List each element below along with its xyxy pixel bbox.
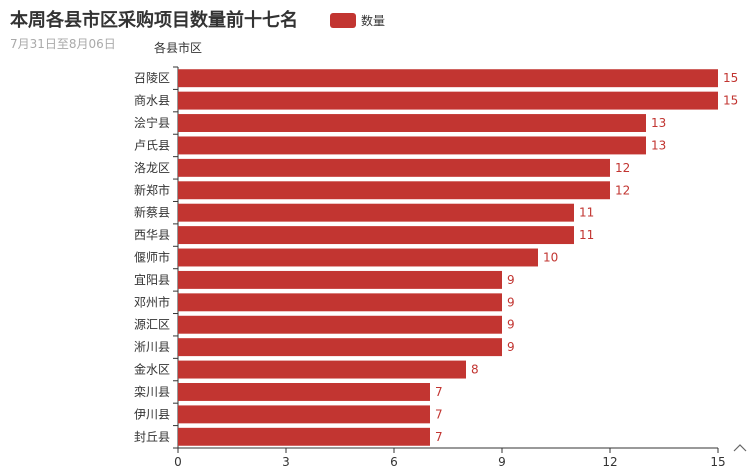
data-label: 12 bbox=[615, 183, 630, 197]
bar[interactable] bbox=[178, 136, 646, 155]
y-tick-label: 淅川县 bbox=[134, 339, 170, 354]
data-label: 7 bbox=[435, 430, 443, 444]
bar[interactable] bbox=[178, 158, 610, 177]
y-tick-label: 召陵区 bbox=[134, 71, 170, 85]
legend-swatch[interactable] bbox=[330, 13, 356, 28]
bar[interactable] bbox=[178, 181, 610, 200]
x-tick-label: 12 bbox=[602, 455, 617, 469]
data-label: 11 bbox=[579, 206, 594, 220]
chart-subtitle: 7月31日至8月06日 bbox=[10, 37, 116, 51]
data-label: 9 bbox=[507, 340, 515, 354]
y-tick-label: 西华县 bbox=[134, 228, 170, 242]
bar[interactable] bbox=[178, 114, 646, 132]
y-tick-label: 卢氏县 bbox=[134, 137, 170, 152]
data-label: 13 bbox=[651, 116, 666, 130]
y-tick-label: 偃师市 bbox=[134, 250, 170, 265]
bar[interactable] bbox=[178, 315, 502, 334]
bar[interactable] bbox=[178, 248, 538, 267]
bar[interactable] bbox=[178, 270, 502, 289]
data-label: 9 bbox=[507, 318, 515, 332]
chart-title: 本周各县市区采购项目数量前十七名 bbox=[10, 9, 298, 31]
y-tick-label: 新蔡县 bbox=[134, 205, 170, 220]
y-tick-label: 浍宁县 bbox=[134, 115, 170, 130]
legend-label[interactable]: 数量 bbox=[361, 13, 385, 28]
bar[interactable] bbox=[178, 405, 430, 424]
scroll-up-control[interactable] bbox=[733, 444, 747, 452]
y-tick-label: 封丘县 bbox=[134, 430, 170, 444]
y-tick-label: 洛龙区 bbox=[134, 160, 170, 175]
data-label: 9 bbox=[507, 295, 515, 309]
y-tick-label: 金水区 bbox=[134, 362, 170, 377]
bar[interactable] bbox=[178, 360, 466, 379]
bar[interactable] bbox=[178, 338, 502, 357]
data-label: 11 bbox=[579, 228, 594, 242]
data-label: 8 bbox=[471, 363, 479, 377]
bar[interactable] bbox=[178, 203, 574, 222]
data-label: 7 bbox=[435, 385, 443, 399]
bar[interactable] bbox=[178, 91, 718, 110]
data-label: 13 bbox=[651, 138, 666, 152]
y-tick-label: 宜阳县 bbox=[134, 272, 170, 287]
chevron-up-icon[interactable] bbox=[733, 444, 747, 452]
data-label: 15 bbox=[723, 94, 738, 108]
y-tick-label: 栾川县 bbox=[134, 384, 170, 399]
y-tick-label: 伊川县 bbox=[134, 407, 170, 421]
y-tick-label: 邓州市 bbox=[134, 294, 170, 309]
bar[interactable] bbox=[178, 383, 430, 401]
bar[interactable] bbox=[178, 69, 718, 88]
x-tick-label: 6 bbox=[390, 455, 398, 469]
bar[interactable] bbox=[178, 226, 574, 245]
x-tick-label: 0 bbox=[174, 455, 182, 469]
x-tick-label: 9 bbox=[498, 455, 506, 469]
data-label: 7 bbox=[435, 407, 443, 421]
bar[interactable] bbox=[178, 293, 502, 312]
y-axis-name: 各县市区 bbox=[154, 40, 202, 55]
data-label: 12 bbox=[615, 161, 630, 175]
x-tick-label: 15 bbox=[710, 455, 725, 469]
y-tick-label: 源汇区 bbox=[134, 318, 170, 332]
y-tick-label: 新郑市 bbox=[134, 182, 170, 197]
data-label: 10 bbox=[543, 251, 558, 265]
plot-area: 召陵区 15 商水县 15 浍宁县 13 卢氏县 13 洛龙区 12 新郑市 12 新蔡县 11 西华县 11… bbox=[134, 66, 738, 469]
bar[interactable] bbox=[178, 427, 430, 446]
y-tick-label: 商水县 bbox=[134, 93, 170, 108]
x-tick-label: 3 bbox=[282, 455, 290, 469]
data-label: 15 bbox=[723, 71, 738, 85]
data-label: 9 bbox=[507, 273, 515, 287]
